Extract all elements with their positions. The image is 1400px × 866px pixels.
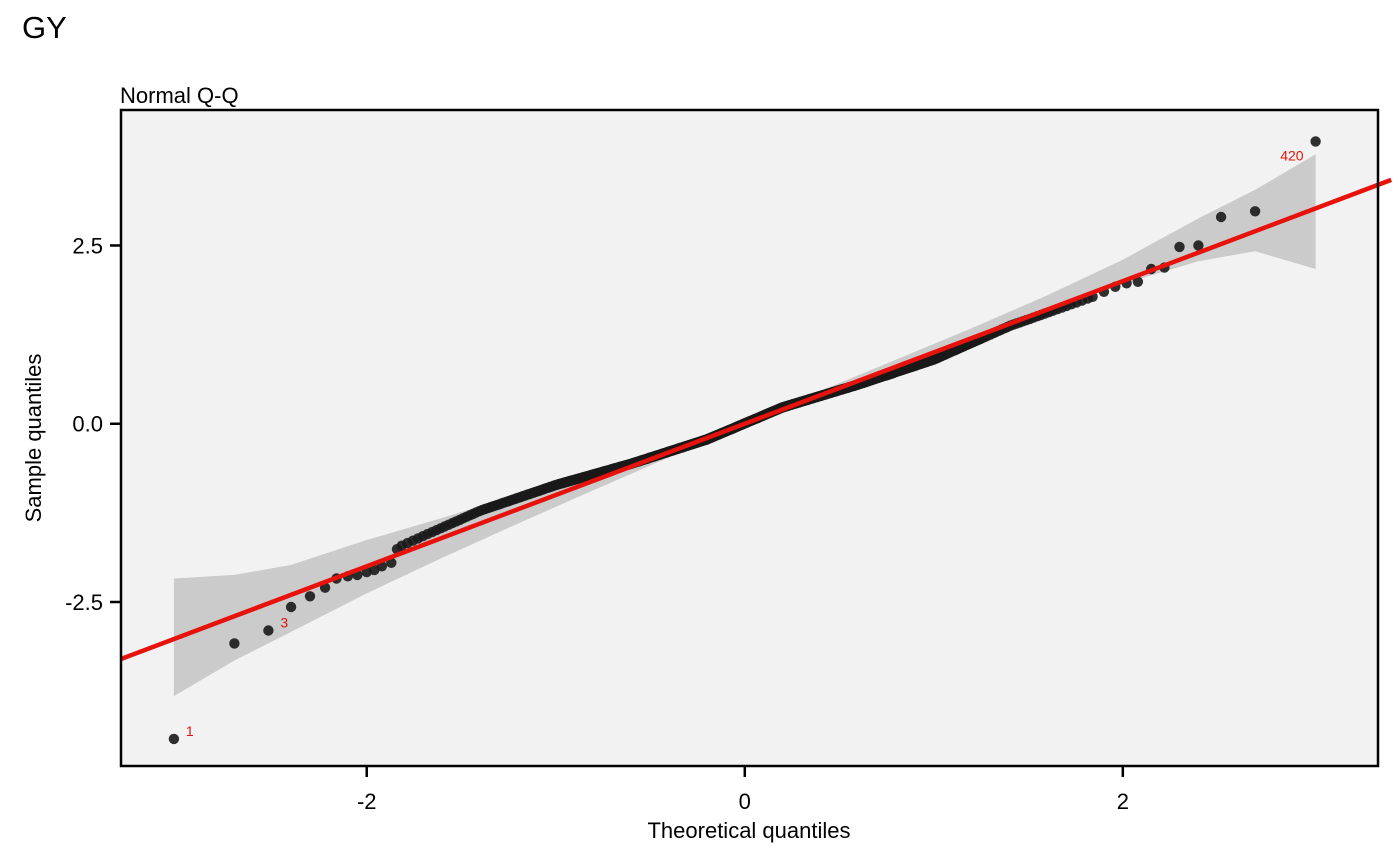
y-axis: -2.5 0.0 2.5 bbox=[65, 233, 121, 615]
data-point bbox=[304, 591, 316, 602]
plot-panel bbox=[121, 110, 1378, 766]
page-title: GY bbox=[22, 10, 67, 45]
x-axis-label: Theoretical quantiles bbox=[647, 818, 850, 843]
data-point bbox=[1215, 211, 1227, 223]
point-label: 420 bbox=[1280, 147, 1304, 163]
data-point bbox=[168, 733, 180, 745]
data-point bbox=[229, 638, 240, 649]
reference-line-group bbox=[120, 177, 1392, 662]
point-label: 3 bbox=[280, 615, 288, 631]
y-tick-label: 0.0 bbox=[72, 412, 103, 437]
data-point bbox=[1174, 241, 1185, 253]
x-tick-label: 2 bbox=[1117, 789, 1129, 814]
data-point bbox=[1193, 240, 1204, 251]
data-point bbox=[1132, 276, 1144, 287]
data-point bbox=[285, 601, 297, 613]
y-tick-label: -2.5 bbox=[65, 590, 103, 615]
data-point bbox=[1249, 206, 1261, 217]
y-tick-label: 2.5 bbox=[72, 233, 103, 258]
point-label: 1 bbox=[186, 723, 194, 739]
x-axis: -2 0 2 bbox=[357, 766, 1129, 814]
chart-subtitle: Normal Q-Q bbox=[120, 83, 239, 108]
y-axis-label: Sample quantiles bbox=[21, 354, 46, 523]
point-labels: 1 3 420 bbox=[186, 147, 1304, 739]
x-tick-label: 0 bbox=[739, 789, 751, 814]
plot-border bbox=[119, 108, 1380, 768]
data-point bbox=[263, 625, 274, 636]
reference-line bbox=[120, 177, 1392, 662]
x-tick-label: -2 bbox=[357, 789, 377, 814]
data-point bbox=[1310, 136, 1321, 147]
